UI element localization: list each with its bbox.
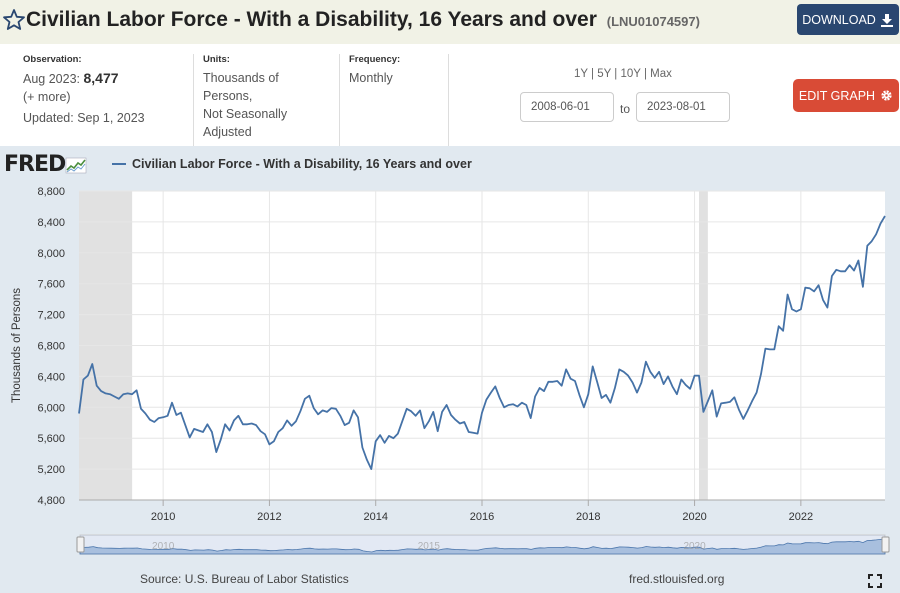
navigator-year-label: 2020 [683,541,706,552]
range-1y[interactable]: 1Y [574,68,588,80]
range-5y[interactable]: 5Y [597,68,612,80]
x-tick-label: 2012 [257,511,281,523]
y-tick-label: 5,200 [37,464,65,476]
y-tick-label: 5,600 [37,433,65,445]
page-title: Civilian Labor Force - With a Disability… [26,8,700,32]
more-link[interactable]: (+ more) [23,90,71,104]
units-block: Units: Thousands of Persons, Not Seasona… [203,54,287,141]
y-tick-label: 8,400 [37,217,65,229]
divider [448,54,449,146]
y-tick-label: 8,800 [37,186,65,198]
fred-logo: FRED [4,152,87,177]
range-10y[interactable]: 10Y [620,68,641,80]
units-line: Persons, [203,89,253,103]
y-tick-label: 6,400 [37,371,65,383]
series-id: (LNU01074597) [606,14,700,29]
y-tick-label: 7,200 [37,310,65,322]
units-line: Adjusted [203,125,252,139]
frequency-block: Frequency: Monthly [349,54,400,87]
metadata-panel: Observation: Aug 2023: 8,477 (+ more) Up… [0,44,900,146]
download-button[interactable]: DOWNLOAD [797,4,899,35]
navigator-handle-left[interactable] [76,536,85,553]
series-title: Civilian Labor Force - With a Disability… [26,8,597,31]
navigator-handle-right[interactable] [881,536,890,553]
units-line: Not Seasonally [203,107,288,121]
range-links: 1Y | 5Y | 10Y | Max [574,68,672,80]
download-icon [880,13,893,27]
start-date-input[interactable]: 2008-06-01 [520,92,614,122]
plot-group: 4,800 5,200 5,600 6,000 6,400 6,800 7,200 7,600… [11,186,890,555]
divider [339,54,340,146]
y-tick-label: 8,000 [37,248,65,260]
observation-value: 8,477 [83,70,119,86]
end-date-input[interactable]: 2023-08-01 [636,92,730,122]
fred-logo-text: FRED [4,152,66,177]
observation-block: Observation: Aug 2023: 8,477 (+ more) Up… [23,54,145,127]
updated-date: Updated: Sep 1, 2023 [23,111,145,125]
x-tick-label: 2020 [682,511,706,523]
gear-icon [881,90,892,101]
x-tick-label: 2018 [576,511,600,523]
download-label: DOWNLOAD [802,12,876,27]
legend-line-swatch [112,163,126,165]
to-label: to [620,102,631,116]
x-tick-label: 2016 [470,511,494,523]
edit-graph-button[interactable]: EDIT GRAPH [793,79,899,112]
legend-label: Civilian Labor Force - With a Disability… [132,157,472,171]
line-chart: 4,800 5,200 5,600 6,000 6,400 6,800 7,200 7,600… [11,186,890,555]
observation-date: Aug 2023: [23,72,80,86]
range-max[interactable]: Max [650,68,672,80]
divider [193,54,194,146]
site-link[interactable]: fred.stlouisfed.org [629,572,725,586]
star-icon[interactable] [2,8,26,32]
source-note: Source: U.S. Bureau of Labor Statistics [140,572,349,586]
header-bar: Civilian Labor Force - With a Disability… [0,0,900,45]
x-tick-label: 2014 [363,511,387,523]
navigator-year-label: 2010 [152,541,175,552]
chart-legend: Civilian Labor Force - With a Disability… [112,157,472,171]
observation-label: Observation: [23,54,82,65]
navigator-series [79,538,886,555]
x-tick-label: 2022 [789,511,813,523]
units-line: Thousands of [203,71,279,85]
navigator-year-label: 2015 [418,541,441,552]
fullscreen-icon[interactable] [868,574,882,588]
x-tick-label: 2010 [151,511,175,523]
navigator-selection[interactable] [80,535,885,554]
observation-line: Aug 2023: 8,477 [23,69,145,88]
y-tick-label: 6,800 [37,341,65,353]
chart-logo-icon [65,157,87,173]
y-tick-label: 7,600 [37,279,65,291]
frequency-label: Frequency: [349,54,401,65]
y-tick-label: 4,800 [37,495,65,507]
units-label: Units: [203,54,230,65]
y-tick-label: 6,000 [37,402,65,414]
frequency-value: Monthly [349,71,393,85]
chart-area: FRED Civilian Labor Force - With a Disab… [0,146,900,593]
edit-graph-label: EDIT GRAPH [798,88,876,103]
y-axis-label: Thousands of Persons [11,288,23,403]
